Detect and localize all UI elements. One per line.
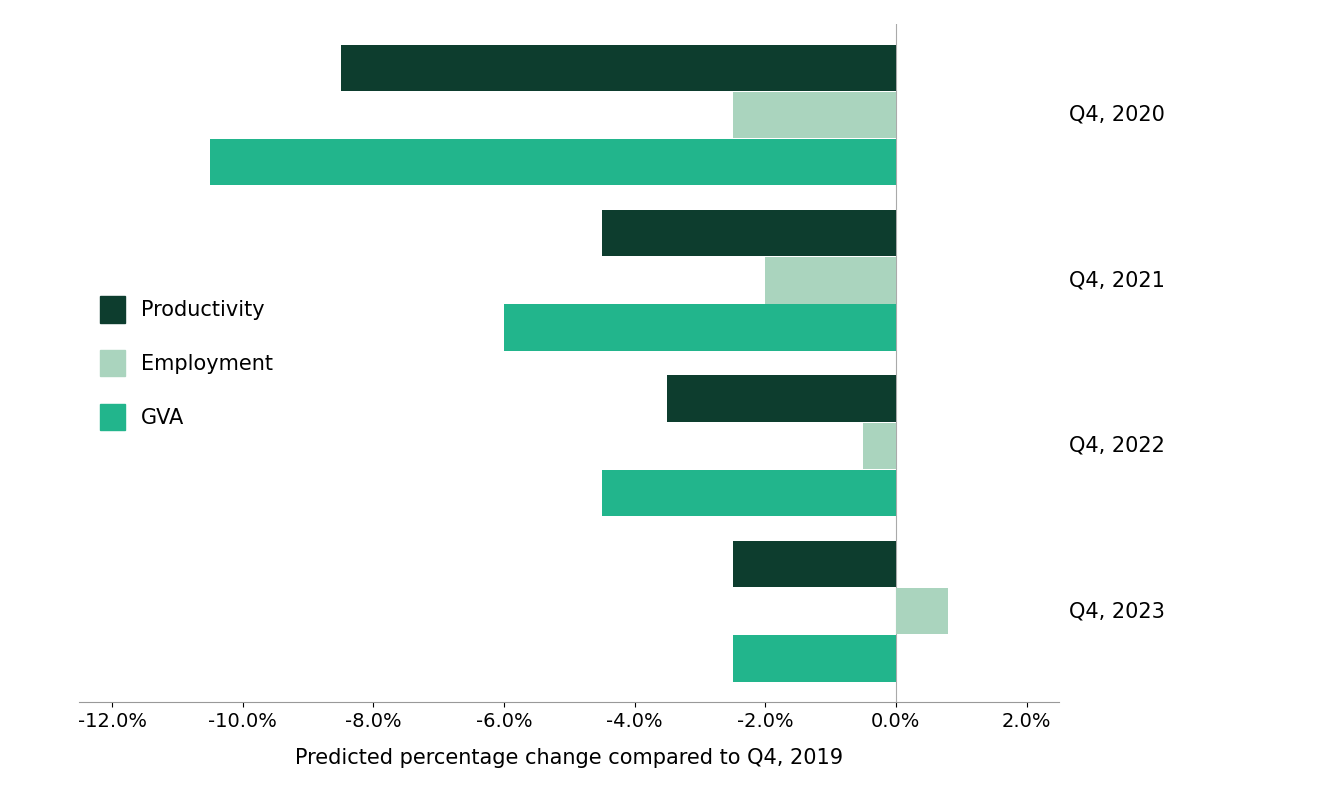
Legend: Productivity, Employment, GVA: Productivity, Employment, GVA <box>99 296 273 430</box>
Bar <box>863 423 896 469</box>
Bar <box>732 92 896 138</box>
Bar <box>667 376 896 422</box>
Text: Q4, 2022: Q4, 2022 <box>1068 436 1165 456</box>
Bar <box>732 541 896 587</box>
Bar <box>504 304 896 350</box>
Bar <box>732 635 896 681</box>
Bar <box>896 588 948 634</box>
X-axis label: Predicted percentage change compared to Q4, 2019: Predicted percentage change compared to … <box>295 748 843 768</box>
Bar <box>602 210 896 256</box>
Bar <box>340 45 896 91</box>
Bar <box>765 257 896 303</box>
Text: Q4, 2021: Q4, 2021 <box>1068 271 1165 290</box>
Bar <box>211 139 896 185</box>
Text: Q4, 2020: Q4, 2020 <box>1068 105 1165 125</box>
Bar <box>602 470 896 516</box>
Text: Q4, 2023: Q4, 2023 <box>1068 601 1165 622</box>
